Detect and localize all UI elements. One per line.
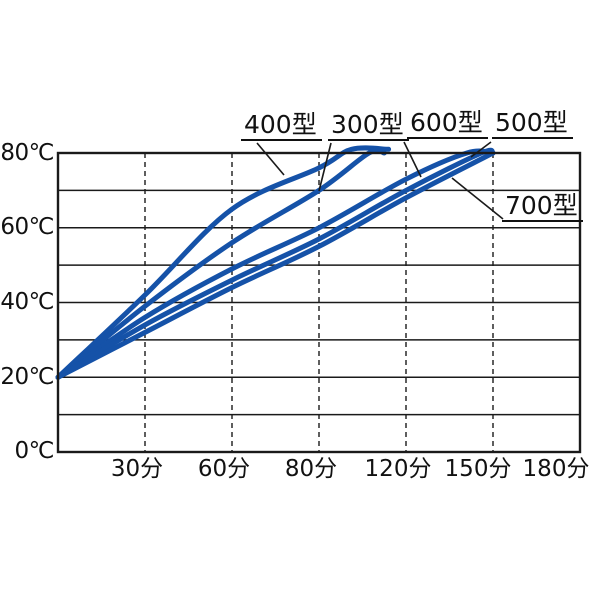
x-tick-label-120: 120分 — [364, 456, 432, 482]
y-tick-label-80: 80℃ — [0, 140, 54, 166]
series-label-700: 700型 — [502, 192, 583, 222]
series-label-500: 500型 — [492, 109, 573, 139]
x-tick-label-30: 30分 — [110, 456, 164, 482]
curve-700型 — [55, 150, 496, 380]
x-tick-label-150: 150分 — [444, 456, 512, 482]
data-curves — [55, 145, 496, 380]
curve-500型 — [55, 147, 496, 380]
x-tick-label-80: 80分 — [284, 456, 338, 482]
leader-line-700 — [451, 177, 504, 220]
y-tick-label-0: 0℃ — [14, 438, 55, 464]
y-tick-label-60: 60℃ — [0, 214, 54, 240]
leader-line-300 — [318, 142, 332, 192]
series-label-600: 600型 — [407, 109, 488, 139]
label-leader-lines — [256, 141, 504, 220]
leader-line-400 — [256, 142, 285, 176]
x-tick-label-60: 60分 — [197, 456, 251, 482]
dashed-tick-lines — [144, 153, 494, 452]
y-tick-label-20: 20℃ — [0, 364, 54, 390]
y-tick-label-40: 40℃ — [0, 289, 54, 315]
curve-400型 — [55, 145, 392, 380]
leader-line-600 — [403, 141, 422, 178]
series-label-300: 300型 — [328, 111, 409, 141]
series-label-400: 400型 — [241, 111, 322, 141]
leader-line-500 — [470, 141, 492, 158]
plot-border — [56, 151, 582, 454]
x-tick-label-180: 180分 — [522, 456, 590, 482]
